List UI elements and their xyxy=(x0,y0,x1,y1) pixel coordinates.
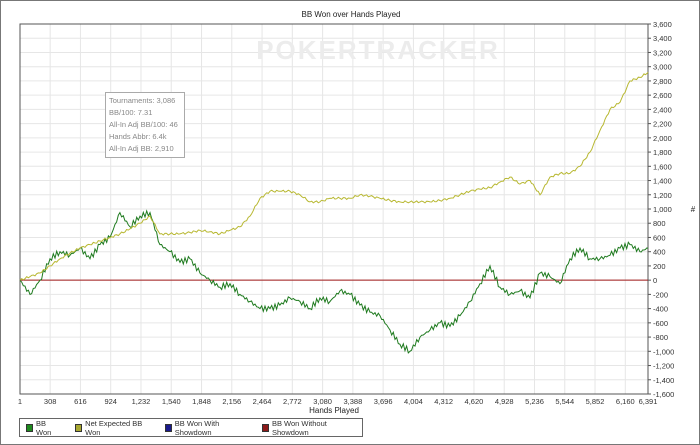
x-tick-label: 5,544 xyxy=(555,397,574,406)
legend: BB Won Net Expected BB Won BB Won With S… xyxy=(19,418,363,437)
y-tick-label: -1,000 xyxy=(653,347,674,356)
y-tick-label: 2,600 xyxy=(653,91,672,100)
y-tick-label: 2,800 xyxy=(653,77,672,86)
y-tick-label: -200 xyxy=(653,290,668,299)
legend-label: BB Won With Showdown xyxy=(174,418,220,437)
x-tick-label: 5,236 xyxy=(525,397,544,406)
y-tick-label: 2,200 xyxy=(653,120,672,129)
x-axis-label: Hands Played xyxy=(309,406,359,415)
legend-item-net-expected[interactable]: Net Expected BB Won xyxy=(75,419,149,437)
y-tick-label: 200 xyxy=(653,262,666,271)
x-tick-label: 2,156 xyxy=(222,397,241,406)
allin-bb100-stat: All-In Adj BB/100: 46 xyxy=(109,120,178,129)
legend-swatch xyxy=(261,423,269,432)
allin-bb-stat: All-In Adj BB: 2,910 xyxy=(109,144,174,153)
legend-label: BB Won xyxy=(36,418,52,437)
x-tick-label: 6,160 xyxy=(616,397,635,406)
legend-swatch xyxy=(26,423,34,432)
tournaments-stat: Tournaments: 3,086 xyxy=(109,96,176,105)
watermark-logo: POKERTRACKER xyxy=(256,35,500,65)
legend-item-with-showdown[interactable]: BB Won With Showdown xyxy=(164,418,246,437)
legend-label: Net Expected BB Won xyxy=(85,418,143,437)
legend-swatch xyxy=(75,423,83,432)
y-tick-label: 600 xyxy=(653,233,666,242)
legend-label: BB Won Without Showdown xyxy=(271,418,327,437)
y-tick-label: 3,200 xyxy=(653,48,672,57)
series-line-bb-won xyxy=(19,209,649,354)
y-tick-label: -1,200 xyxy=(653,362,674,371)
legend-item-bb-won[interactable]: BB Won xyxy=(26,419,59,437)
x-tick-label: 1,232 xyxy=(132,397,151,406)
grid xyxy=(19,23,651,395)
x-tick-label: 3,696 xyxy=(374,397,393,406)
y-tick-label: 1,800 xyxy=(653,148,672,157)
x-tick-label: 4,620 xyxy=(465,397,484,406)
y-tick-label: 1,400 xyxy=(653,177,672,186)
y-tick-label: -600 xyxy=(653,319,668,328)
plot-area xyxy=(19,23,649,395)
y-tick-label: -1,600 xyxy=(653,390,674,399)
y-tick-label: 3,400 xyxy=(653,34,672,43)
y-tick-label: 2,400 xyxy=(653,105,672,114)
y-tick-label: 1,000 xyxy=(653,205,672,214)
x-tick-label: 4,312 xyxy=(434,397,453,406)
x-tick-label: 3,388 xyxy=(343,397,362,406)
y-tick-label: -1,400 xyxy=(653,376,674,385)
y-tick-label: 0 xyxy=(653,276,657,285)
y-tick-label: 3,600 xyxy=(653,20,672,29)
x-tick-label: 924 xyxy=(104,397,117,406)
series-line-net-expected-bb-won xyxy=(19,72,649,281)
legend-item-without-showdown[interactable]: BB Won Without Showdown xyxy=(261,418,352,437)
y-tick-label: 2,000 xyxy=(653,134,672,143)
bb100-stat: BB/100: 7.31 xyxy=(109,108,153,117)
y-tick-label: -400 xyxy=(653,305,668,314)
x-tick-label: 308 xyxy=(44,397,57,406)
y-tick-label: 1,600 xyxy=(653,162,672,171)
x-tick-label: 5,852 xyxy=(586,397,605,406)
x-tick-label: 6,391 xyxy=(639,397,658,406)
y-tick-label: 400 xyxy=(653,248,666,257)
x-tick-label: 4,004 xyxy=(404,397,423,406)
x-tick-label: 1 xyxy=(18,397,22,406)
x-tick-label: 616 xyxy=(74,397,87,406)
y-axis-unit: # xyxy=(691,205,696,214)
y-tick-label: 3,000 xyxy=(653,63,672,72)
x-tick-label: 2,772 xyxy=(283,397,302,406)
y-tick-label: 1,200 xyxy=(653,191,672,200)
y-tick-label: 800 xyxy=(653,219,666,228)
y-tick-label: -800 xyxy=(653,333,668,342)
x-tick-label: 1,848 xyxy=(192,397,211,406)
x-tick-label: 1,540 xyxy=(162,397,181,406)
stats-infobox: Tournaments: 3,086 BB/100: 7.31 All-In A… xyxy=(105,92,185,158)
hands-stat: Hands Abbr: 6.4k xyxy=(109,132,167,141)
x-tick-label: 2,464 xyxy=(253,397,272,406)
x-tick-label: 3,080 xyxy=(313,397,332,406)
x-tick-label: 4,928 xyxy=(495,397,514,406)
chart-title: BB Won over Hands Played xyxy=(301,10,400,19)
legend-swatch xyxy=(164,423,172,432)
